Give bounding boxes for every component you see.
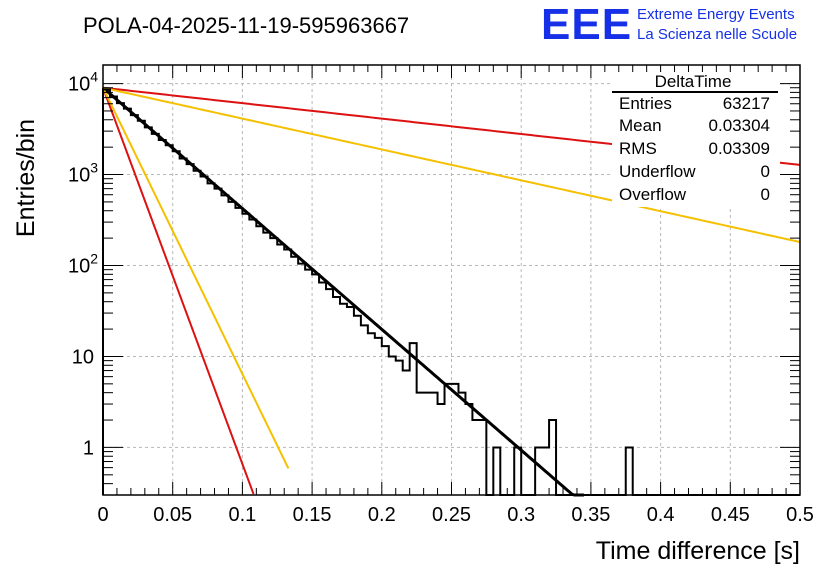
x-tick-label: 0.45 xyxy=(711,504,750,526)
logo-mark: EEE xyxy=(541,0,632,49)
stats-label: Underflow xyxy=(619,162,696,181)
y-tick-label: 104 xyxy=(68,69,98,96)
stats-label: Mean xyxy=(619,116,662,135)
y-tick-label: 10 xyxy=(72,346,94,368)
histogram-line xyxy=(102,88,800,496)
stats-label: Entries xyxy=(619,94,672,113)
stats-row-rms: RMS 0.03309 xyxy=(619,139,770,158)
x-tick-label: 0.1 xyxy=(228,504,256,526)
x-tick-label: 0.5 xyxy=(786,504,814,526)
eee-logo: EEE Extreme Energy Events La Scienza nel… xyxy=(541,0,797,49)
x-tick-labels: 0 0.05 0.1 0.15 0.2 0.25 0.3 0.35 0.4 0.45 0.5 xyxy=(97,504,813,526)
x-tick-label: 0.35 xyxy=(571,504,610,526)
y-tick-label: 103 xyxy=(68,160,98,187)
x-tick-label: 0.05 xyxy=(153,504,192,526)
x-axis-title: Time difference [s] xyxy=(596,537,800,565)
fit-orange-flat xyxy=(102,86,801,244)
stats-title: DeltaTime xyxy=(655,72,732,91)
stats-row-entries: Entries 63217 xyxy=(619,94,770,113)
x-tick-label: 0.25 xyxy=(432,504,471,526)
y-tick-label: 1 xyxy=(83,437,94,459)
logo-line-1: Extreme Energy Events xyxy=(637,6,795,23)
fit-orange-steep xyxy=(102,87,290,469)
x-tick-label: 0.2 xyxy=(368,504,396,526)
stats-value: 0 xyxy=(761,162,770,181)
stats-label: Overflow xyxy=(619,185,687,204)
grid-lines xyxy=(103,65,800,495)
stats-box-background xyxy=(612,72,780,207)
stats-value: 0 xyxy=(761,185,770,204)
x-tick-label: 0.15 xyxy=(293,504,332,526)
plot-area: 0 0.05 0.1 0.15 0.2 0.25 0.3 0.35 0.4 0.45 0.5 1 10… xyxy=(68,64,814,526)
axis-ticks xyxy=(102,65,801,496)
x-tick-label: 0 xyxy=(97,504,108,526)
x-tick-label: 0.4 xyxy=(647,504,675,526)
stats-row-underflow: Underflow 0 xyxy=(619,162,770,181)
stats-row-overflow: Overflow 0 xyxy=(619,185,770,204)
y-tick-labels: 1 10 102 103 104 xyxy=(68,69,98,460)
fit-red-steep xyxy=(102,87,255,495)
fit-curves xyxy=(102,86,801,497)
y-axis-title: Entries/bin xyxy=(12,119,40,237)
stats-value: 63217 xyxy=(723,94,770,113)
x-tick-label: 0.3 xyxy=(507,504,535,526)
stats-row-mean: Mean 0.03304 xyxy=(619,116,770,135)
stats-value: 0.03309 xyxy=(709,139,770,158)
fit-black xyxy=(102,86,584,497)
y-tick-label: 102 xyxy=(68,251,98,278)
stats-box: DeltaTime Entries 63217 Mean 0.03304 RMS… xyxy=(612,72,780,207)
stats-label: RMS xyxy=(619,139,657,158)
chart-title: POLA-04-2025-11-19-595963667 xyxy=(83,13,409,38)
logo-line-2: La Scienza nelle Scuole xyxy=(637,26,797,43)
stats-value: 0.03304 xyxy=(709,116,770,135)
